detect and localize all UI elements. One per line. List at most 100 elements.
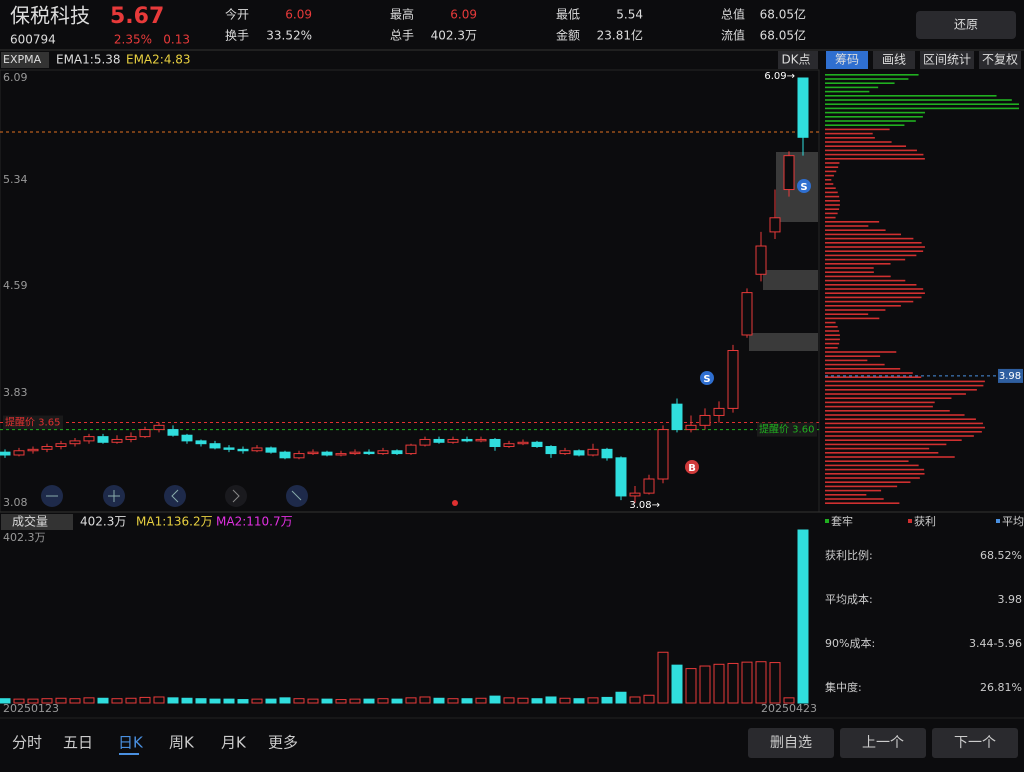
alert-tag [757,422,817,437]
stat-value: 26.81% [980,681,1022,694]
ema1-label: EMA1:5.38 [56,53,121,67]
candle-body [783,155,795,191]
ma1-label: MA1:136.2万 [136,515,213,529]
candle-body [293,453,305,459]
candle-body [461,438,473,442]
tab[interactable] [979,51,1021,69]
signal-label: S [800,182,807,193]
candle-body [0,451,11,456]
volume-bar [503,697,515,704]
chip-bar [825,208,840,210]
signal-label: B [688,463,696,474]
scroll-left[interactable] [164,485,186,507]
y-tick-label: 5.34 [3,173,28,186]
chip-bar [825,309,886,311]
volume-bar [83,697,95,704]
chip-bar [825,229,886,231]
chip-bar [825,216,836,219]
volume-bar [797,529,809,704]
period-tab[interactable]: 更多 [268,734,298,752]
period-tab[interactable]: 日K [118,734,144,752]
period-tab[interactable]: 周K [169,734,195,752]
stat-value: 6.09 [450,8,477,22]
nav-button[interactable] [748,728,834,758]
stat-value: 23.81亿 [597,28,643,43]
indicator-select[interactable] [1,52,49,68]
restore-button[interactable] [916,11,1016,39]
chip-bar [825,426,985,429]
chip-bar [825,460,909,462]
stat-value: 3.44-5.96 [969,637,1022,650]
dk-button[interactable] [778,51,818,69]
period-tab[interactable]: 五日 [63,734,93,752]
chip-bar [825,410,950,412]
nav-button[interactable] [840,728,926,758]
tab[interactable] [873,51,915,69]
chip-bar [825,317,880,320]
candle-body [755,245,767,275]
volume-bar [41,698,53,704]
chip-bar [825,162,840,164]
volume-bar [125,697,137,704]
marker [452,500,458,506]
chip-bar [825,401,935,404]
chip-bar [825,296,922,299]
chip-bar [825,473,925,475]
dk-label: DK点 [781,53,810,67]
chip-bar [825,258,906,261]
tab-label: 画线 [882,53,906,67]
chip-bar [825,166,839,168]
chip-bar [825,137,875,139]
chip-bar [825,153,924,156]
chip-bar [825,342,840,345]
chip-bar [825,170,837,173]
candle-body [685,424,697,431]
candle-body [671,403,683,431]
legend-label: 套牢 [831,514,853,528]
signal-label: S [703,374,710,385]
candle-body [419,438,431,446]
chip-bar [825,347,838,349]
volume-bar [139,696,151,704]
candle-body [13,450,25,456]
tab[interactable] [920,51,974,69]
avg-cost-tag [998,368,1023,383]
candle-body [601,448,613,459]
chip-bar [825,107,1019,110]
chip-bar [825,321,836,324]
period-tab[interactable]: 月K [221,734,247,752]
chip-bar [825,242,922,244]
stat-label: 平均成本: [825,592,873,606]
tab[interactable] [826,51,868,69]
volume-select[interactable] [1,514,73,530]
candle-body [475,438,487,442]
tab-label: 筹码 [835,53,859,67]
avg-cost-label: 3.98 [999,371,1021,382]
volume-bar [0,698,11,704]
nav-button[interactable] [932,728,1018,758]
stock-code: 600794 [10,33,56,47]
chip-bar [825,435,974,437]
chip-bar [825,380,985,383]
chip-bar [825,502,900,504]
chip-bar [825,174,834,177]
volume-top-label: 402.3万 [3,531,46,544]
stat-label: 金额 [556,28,580,43]
bottom-nav: 分时 五日 日K 周K 月K 更多 删自选 上一个 下一个 [12,728,1018,758]
chip-bar [825,431,982,433]
nav-button-label: 删自选 [770,735,812,751]
volume-bar [433,697,445,704]
period-tab[interactable]: 分时 [12,734,42,752]
signal [797,179,811,193]
candle-body [139,429,151,438]
chip-bar [825,384,984,387]
volume-bar [573,698,585,704]
volume-bar [111,698,123,704]
candle-body [83,436,95,442]
candle-body [153,424,165,431]
scroll-right[interactable] [225,485,247,507]
volume-bar [391,698,403,704]
candle-body [363,451,375,455]
chip-bar [825,124,905,126]
